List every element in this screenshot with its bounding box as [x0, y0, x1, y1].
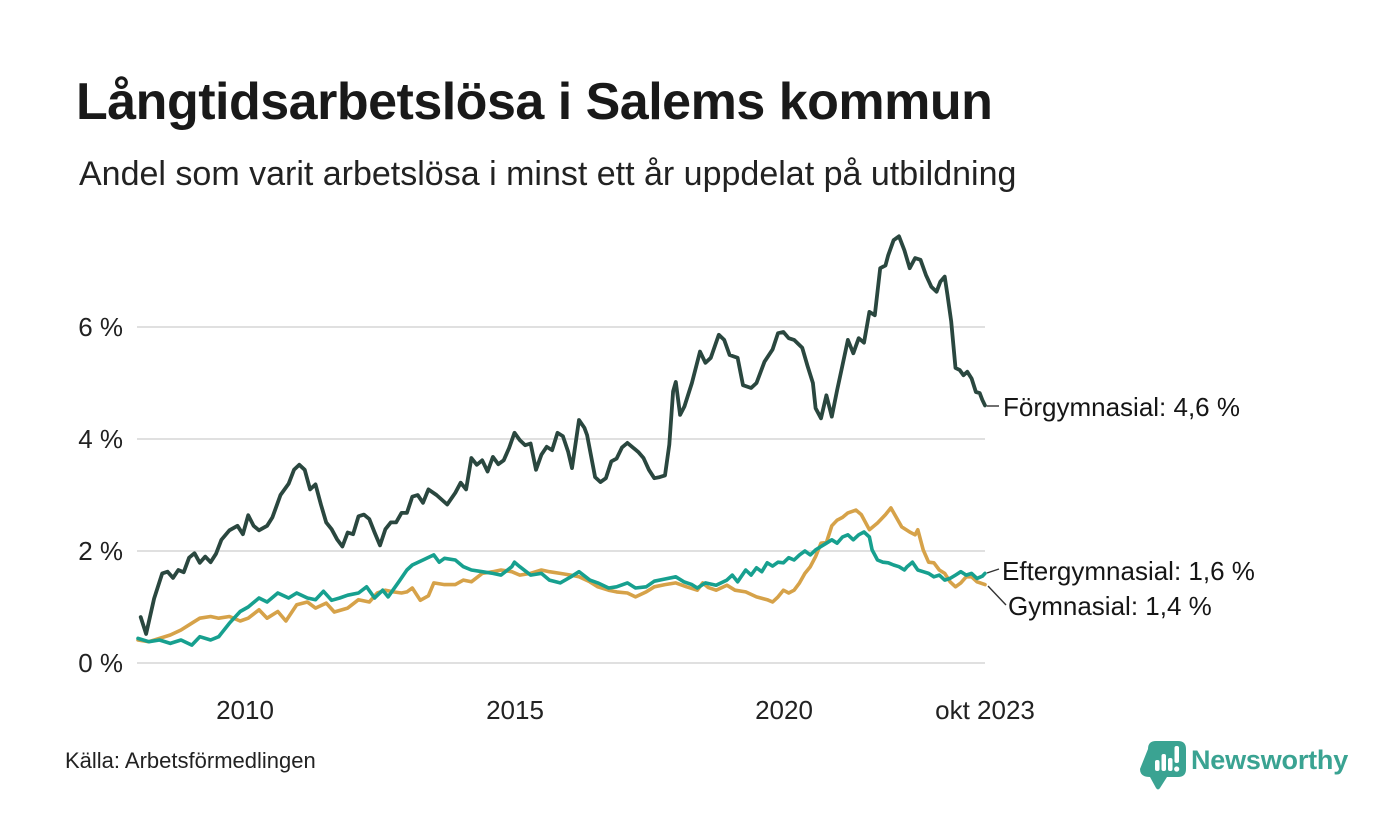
x-axis-tick-label-2015: 2015 — [486, 695, 544, 725]
annotation-gymnasial: Gymnasial: 1,4 % — [1008, 591, 1212, 621]
y-axis-tick-label-6: 6 % — [78, 312, 123, 342]
page-subtitle: Andel som varit arbetslösa i minst ett å… — [79, 155, 1017, 193]
annotation-forgymnasial: Förgymnasial: 4,6 % — [1003, 392, 1240, 422]
y-axis-tick-label-4: 4 % — [78, 424, 123, 454]
x-axis-tick-label-okt-2023: okt 2023 — [935, 695, 1035, 725]
connector-gymnasial — [987, 585, 1007, 606]
y-axis-tick-label-2: 2 % — [78, 536, 123, 566]
gridlines — [137, 326, 985, 664]
x-axis-tick-label-2020: 2020 — [755, 695, 813, 725]
x-axis-tick-label-2010: 2010 — [216, 695, 274, 725]
series-line-eftergymnasial — [136, 530, 987, 647]
annotation-eftergymnasial: Eftergymnasial: 1,6 % — [1002, 556, 1255, 586]
series-line-gymnasial — [136, 506, 987, 644]
connector-eftergymnasial — [986, 568, 1000, 574]
page-title: Långtidsarbetslösa i Salems kommun — [76, 73, 993, 131]
newsworthy-wordmark: Newsworthy — [1191, 745, 1349, 775]
series-line-forgymnasial — [138, 234, 987, 636]
annotation-connectors — [986, 405, 1007, 606]
source-note: Källa: Arbetsförmedlingen — [65, 748, 316, 773]
y-axis-tick-label-0: 0 % — [78, 648, 123, 678]
newsworthy-icon — [1140, 741, 1186, 790]
